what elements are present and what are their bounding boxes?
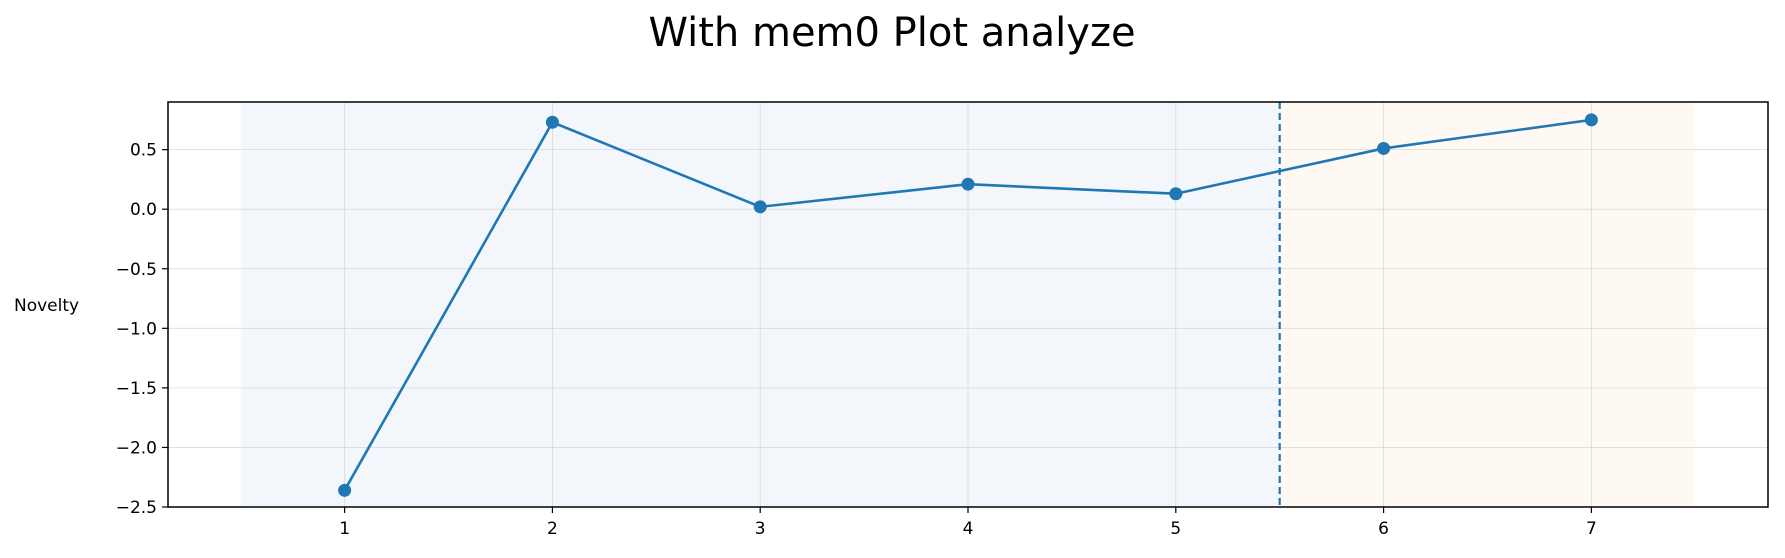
shaded-region-2 <box>1279 102 1696 507</box>
y-axis-label: Novelty <box>14 296 79 316</box>
x-tick-label: 1 <box>339 519 350 539</box>
data-point <box>753 200 767 214</box>
y-tick-label: 0.5 <box>130 141 157 161</box>
y-tick-label: 0.0 <box>130 200 157 220</box>
y-tick-label: −2.5 <box>116 498 157 518</box>
data-point <box>961 177 975 191</box>
x-tick-label: 7 <box>1586 519 1597 539</box>
y-tick-label: −2.0 <box>116 438 157 458</box>
x-tick-label: 4 <box>963 519 974 539</box>
x-tick-label: 2 <box>547 519 558 539</box>
y-axis: −2.5 −2.0 −1.5 −1.0 −0.5 0.0 0.5 <box>116 141 168 518</box>
x-axis: 1 2 3 4 5 6 7 <box>339 507 1597 539</box>
data-point <box>1377 141 1391 155</box>
y-tick-label: −1.5 <box>116 379 157 399</box>
series-layer <box>338 113 1598 497</box>
data-point <box>1169 187 1183 201</box>
y-tick-label: −0.5 <box>116 260 157 280</box>
data-point <box>1584 113 1598 127</box>
x-tick-label: 3 <box>755 519 766 539</box>
data-point <box>545 115 559 129</box>
chart-title: With mem0 Plot analyze <box>648 10 1135 56</box>
data-point <box>338 483 352 497</box>
x-tick-label: 5 <box>1170 519 1181 539</box>
x-tick-label: 6 <box>1378 519 1389 539</box>
y-tick-label: −1.0 <box>116 319 157 339</box>
